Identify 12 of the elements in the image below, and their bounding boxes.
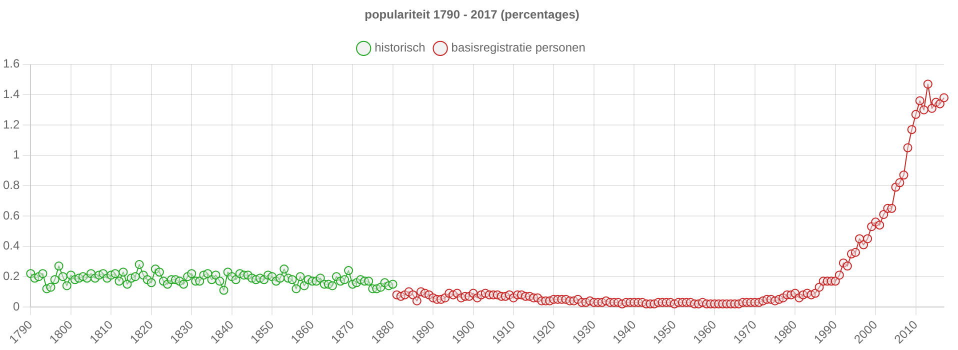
legend-label: historisch (374, 40, 426, 55)
y-tick-label: 0.4 (2, 238, 20, 253)
y-tick-label: 1.4 (2, 87, 20, 102)
y-tick-label: 0 (12, 299, 20, 314)
legend-label: basisregistratie personen (451, 40, 586, 55)
y-tick-label: 1 (12, 148, 20, 162)
y-tick-label: 1.2 (2, 117, 20, 132)
y-tick-label: 0.8 (2, 178, 20, 192)
chart-title: populariteit 1790 - 2017 (percentages) (364, 8, 580, 22)
y-tick-label: 1.6 (2, 56, 20, 71)
y-tick-label: 0.6 (2, 208, 20, 222)
y-tick-label: 0.2 (2, 268, 20, 283)
